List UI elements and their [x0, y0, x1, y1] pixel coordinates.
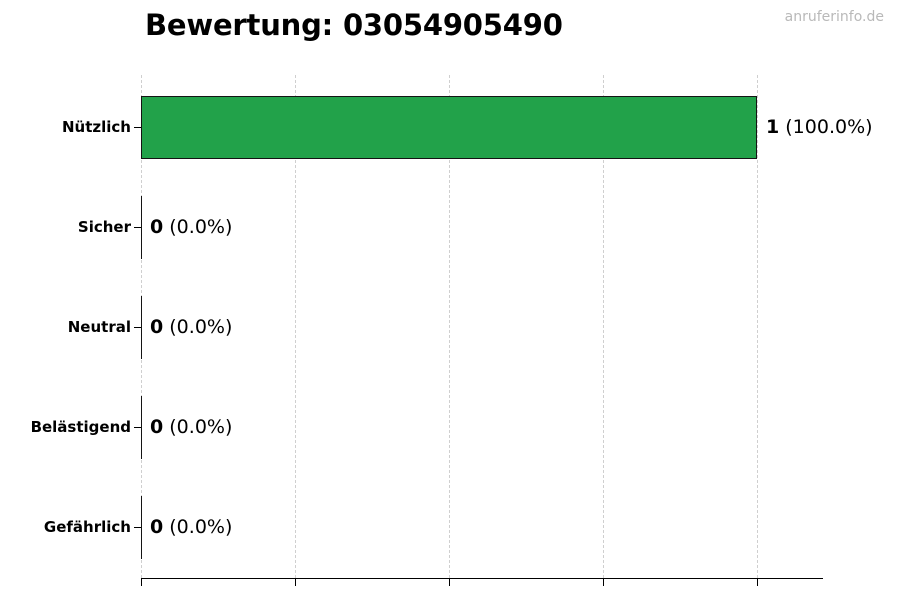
- value-count: 0: [150, 316, 164, 338]
- y-axis-label-gef-hrlich: Gefährlich: [43, 518, 131, 536]
- x-axis-tick: [757, 578, 758, 586]
- y-axis-label-neutral: Neutral: [67, 318, 131, 336]
- value-percent: (0.0%): [163, 416, 233, 438]
- chart-title: Bewertung: 03054905490: [145, 8, 563, 42]
- bar: [141, 395, 142, 459]
- y-axis-label-sicher: Sicher: [77, 218, 131, 236]
- x-axis-tick: [141, 578, 142, 586]
- data-label: 0 (0.0%): [150, 516, 232, 538]
- bar: [141, 195, 142, 259]
- value-percent: (0.0%): [163, 516, 233, 538]
- y-axis-tick: [134, 227, 141, 228]
- y-axis-tick: [134, 527, 141, 528]
- data-label: 0 (0.0%): [150, 316, 232, 338]
- y-axis-tick: [134, 327, 141, 328]
- gridline: [757, 75, 758, 578]
- gridline: [449, 75, 450, 578]
- plot-area: [134, 75, 758, 578]
- value-count: 0: [150, 416, 164, 438]
- value-percent: (100.0%): [779, 116, 873, 138]
- bar: [141, 495, 142, 559]
- bar: [141, 95, 757, 159]
- x-axis-tick: [295, 578, 296, 586]
- bar: [141, 295, 142, 359]
- gridline: [603, 75, 604, 578]
- y-axis-tick: [134, 427, 141, 428]
- gridline: [295, 75, 296, 578]
- x-axis-tick: [449, 578, 450, 586]
- value-percent: (0.0%): [163, 216, 233, 238]
- y-axis-tick: [134, 127, 141, 128]
- value-count: 0: [150, 516, 164, 538]
- value-count: 0: [150, 216, 164, 238]
- data-label: 0 (0.0%): [150, 416, 232, 438]
- watermark-label: anruferinfo.de: [784, 9, 884, 25]
- x-axis-tick: [603, 578, 604, 586]
- data-label: 0 (0.0%): [150, 216, 232, 238]
- y-axis-label-bel-stigend: Belästigend: [30, 418, 131, 436]
- x-axis-line: [141, 578, 823, 579]
- value-count: 1: [766, 116, 780, 138]
- value-percent: (0.0%): [163, 316, 233, 338]
- data-label: 1 (100.0%): [766, 116, 873, 138]
- y-axis-labels: Nützlich Sicher Neutral Belästigend Gefährli…: [0, 0, 131, 600]
- y-axis-label-n-tzlich: Nützlich: [62, 118, 131, 136]
